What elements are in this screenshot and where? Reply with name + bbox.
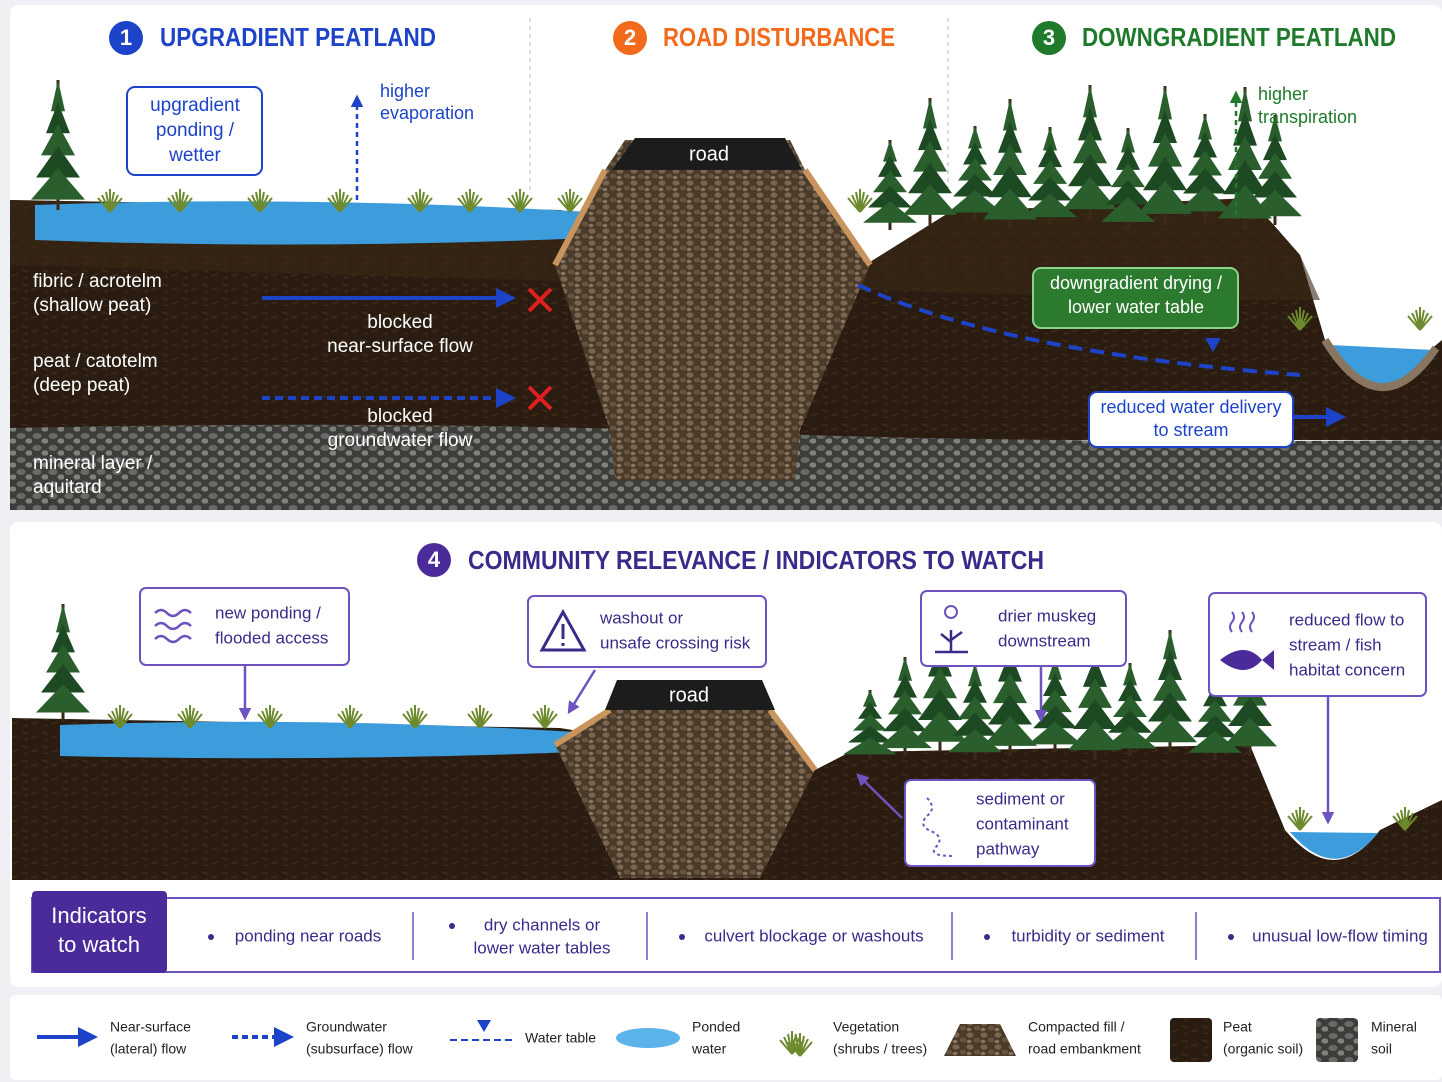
- layer-label: mineral layer /: [33, 453, 153, 474]
- layer-label: peat / catotelm: [33, 351, 158, 372]
- road-label: road: [689, 143, 729, 165]
- indicators-title: to watch: [58, 932, 140, 957]
- legend-label: Groundwater: [306, 1019, 387, 1035]
- indicator-item: ponding near roads: [235, 926, 382, 945]
- section-title: ROAD DISTURBANCE: [663, 22, 895, 52]
- legend-label: (lateral) flow: [110, 1041, 187, 1057]
- section-title: DOWNGRADIENT PEATLAND: [1082, 22, 1396, 52]
- callout-text: upgradient: [150, 95, 241, 116]
- flow-label: near-surface flow: [327, 336, 473, 357]
- layer-label: aquitard: [33, 477, 102, 498]
- callout-text: stream / fish: [1289, 635, 1382, 654]
- legend-swatch: [1316, 1018, 1358, 1062]
- indicator-item: unusual low-flow timing: [1252, 926, 1428, 945]
- legend-panel: [10, 995, 1442, 1080]
- annotation: evaporation: [380, 103, 474, 123]
- callout-text: downgradient drying /: [1050, 273, 1222, 293]
- legend-label: Mineral: [1371, 1019, 1417, 1035]
- bullet: [679, 934, 685, 940]
- section-title: COMMUNITY RELEVANCE / INDICATORS TO WATC…: [468, 545, 1044, 575]
- indicator-item: turbidity or sediment: [1011, 926, 1164, 945]
- legend-label: Vegetation: [833, 1019, 899, 1035]
- callout-text: flooded access: [215, 628, 328, 647]
- legend-swatch: [1170, 1018, 1212, 1062]
- legend-label: Water table: [525, 1030, 596, 1046]
- callout-text: unsafe crossing risk: [600, 633, 751, 652]
- callout-text: new ponding /: [215, 603, 321, 622]
- flow-label: blocked: [367, 406, 433, 427]
- layer-label: fibric / acrotelm: [33, 271, 162, 292]
- flow-label: groundwater flow: [328, 430, 473, 451]
- infographic: 1 UPGRADIENT PEATLAND 2 ROAD DISTURBANCE 3 DO…: [0, 0, 1442, 1082]
- layer-label: (shallow peat): [33, 295, 151, 316]
- callout-text: ponding /: [156, 120, 235, 141]
- callout-text: reduced water delivery: [1100, 397, 1281, 417]
- indicator-item: lower water tables: [473, 938, 610, 957]
- annotation: higher: [380, 81, 430, 101]
- legend-label: Compacted fill /: [1028, 1019, 1125, 1035]
- road-label: road: [669, 684, 709, 706]
- section-number: 2: [624, 25, 636, 50]
- callout-text: wetter: [168, 145, 221, 166]
- legend-label: road embankment: [1028, 1041, 1141, 1057]
- legend-label: (subsurface) flow: [306, 1041, 413, 1057]
- layer-label: (deep peat): [33, 375, 130, 396]
- bullet: [1228, 934, 1234, 940]
- callout-text: washout or: [599, 608, 683, 627]
- callout-text: to stream: [1153, 420, 1228, 440]
- callout-text: reduced flow to: [1289, 610, 1404, 629]
- callout-text: downstream: [998, 631, 1091, 650]
- flow-label: blocked: [367, 312, 433, 333]
- callout-text: habitat concern: [1289, 660, 1405, 679]
- legend-label: (shrubs / trees): [833, 1041, 927, 1057]
- callout-text: pathway: [976, 839, 1040, 858]
- section-number: 4: [428, 547, 441, 572]
- ponded-water: [35, 201, 590, 244]
- callout-box: [140, 588, 349, 665]
- callout-text: sediment or: [976, 789, 1065, 808]
- indicators-title: Indicators: [51, 903, 146, 928]
- section-number: 3: [1043, 25, 1055, 50]
- annotation: higher: [1258, 84, 1308, 104]
- indicator-item: culvert blockage or washouts: [704, 926, 923, 945]
- legend-label: Near-surface: [110, 1019, 191, 1035]
- bullet: [984, 934, 990, 940]
- page: 1 UPGRADIENT PEATLAND 2 ROAD DISTURBANCE 3 DO…: [0, 0, 1442, 1082]
- bullet: [208, 934, 214, 940]
- legend-label: soil: [1371, 1041, 1392, 1057]
- callout-text: drier muskeg: [998, 606, 1096, 625]
- section-number: 1: [120, 25, 132, 50]
- section-title: UPGRADIENT PEATLAND: [160, 22, 436, 52]
- legend-label: water: [691, 1041, 727, 1057]
- callout-box: [921, 591, 1126, 666]
- annotation: transpiration: [1258, 107, 1357, 127]
- legend-label: (organic soil): [1223, 1041, 1303, 1057]
- legend-label: Ponded: [692, 1019, 740, 1035]
- bullet: [449, 923, 455, 929]
- callout-text: lower water table: [1068, 297, 1204, 317]
- callout-text: contaminant: [976, 814, 1069, 833]
- legend-label: Peat: [1223, 1019, 1252, 1035]
- indicator-item: dry channels or: [484, 915, 601, 934]
- legend-swatch: [616, 1028, 680, 1048]
